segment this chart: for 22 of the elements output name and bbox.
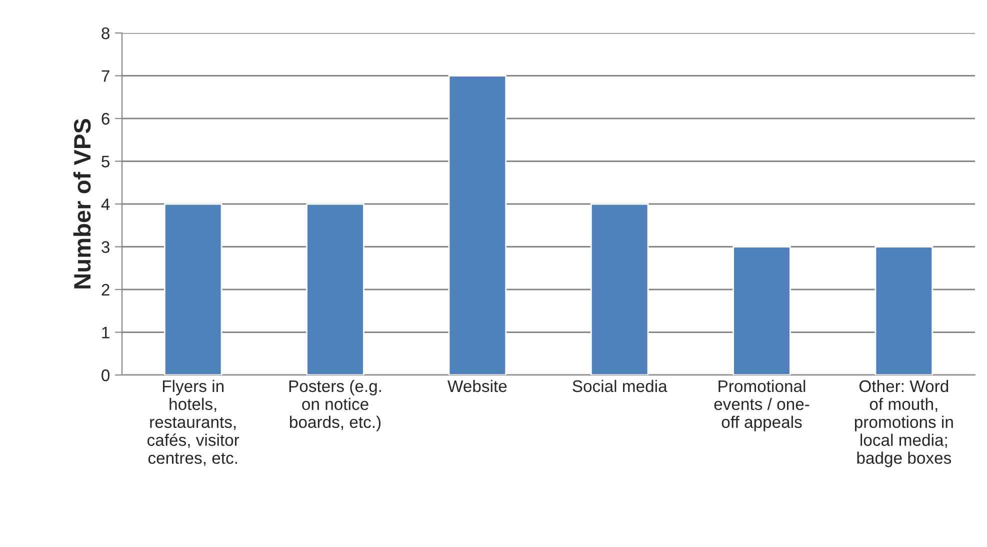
y-axis-title: Number of VPS	[73, 118, 91, 288]
bar	[874, 246, 934, 375]
bar	[164, 203, 222, 375]
y-tick-label: 4	[101, 198, 110, 210]
y-tick-label: 6	[102, 112, 110, 125]
x-tick-label: Posters (e.g. on notice boards, etc.)	[289, 380, 381, 432]
x-tick-label: Flyers in hotels, restaurants, cafés, visitor centres, etc.	[147, 380, 240, 466]
x-tick-label: Website	[448, 380, 507, 392]
bar	[732, 246, 791, 375]
y-tick-label: 8	[102, 27, 110, 40]
x-tick-label: Other: Word of mouth, promotions in local media; badge boxes	[854, 380, 953, 468]
x-tick-label: Promotional events / one- off appeals	[714, 380, 810, 432]
y-tick-label: 7	[102, 70, 110, 82]
bar	[590, 203, 649, 375]
y-tick-label: 0	[102, 369, 110, 382]
y-tick-label: 5	[102, 156, 110, 168]
y-tick-label: 3	[102, 241, 110, 253]
x-tick-label: Social media	[572, 380, 668, 392]
y-tick-label: 1	[102, 326, 110, 338]
bar	[448, 75, 507, 375]
bar	[306, 203, 364, 375]
y-tick-label: 2	[102, 284, 110, 296]
